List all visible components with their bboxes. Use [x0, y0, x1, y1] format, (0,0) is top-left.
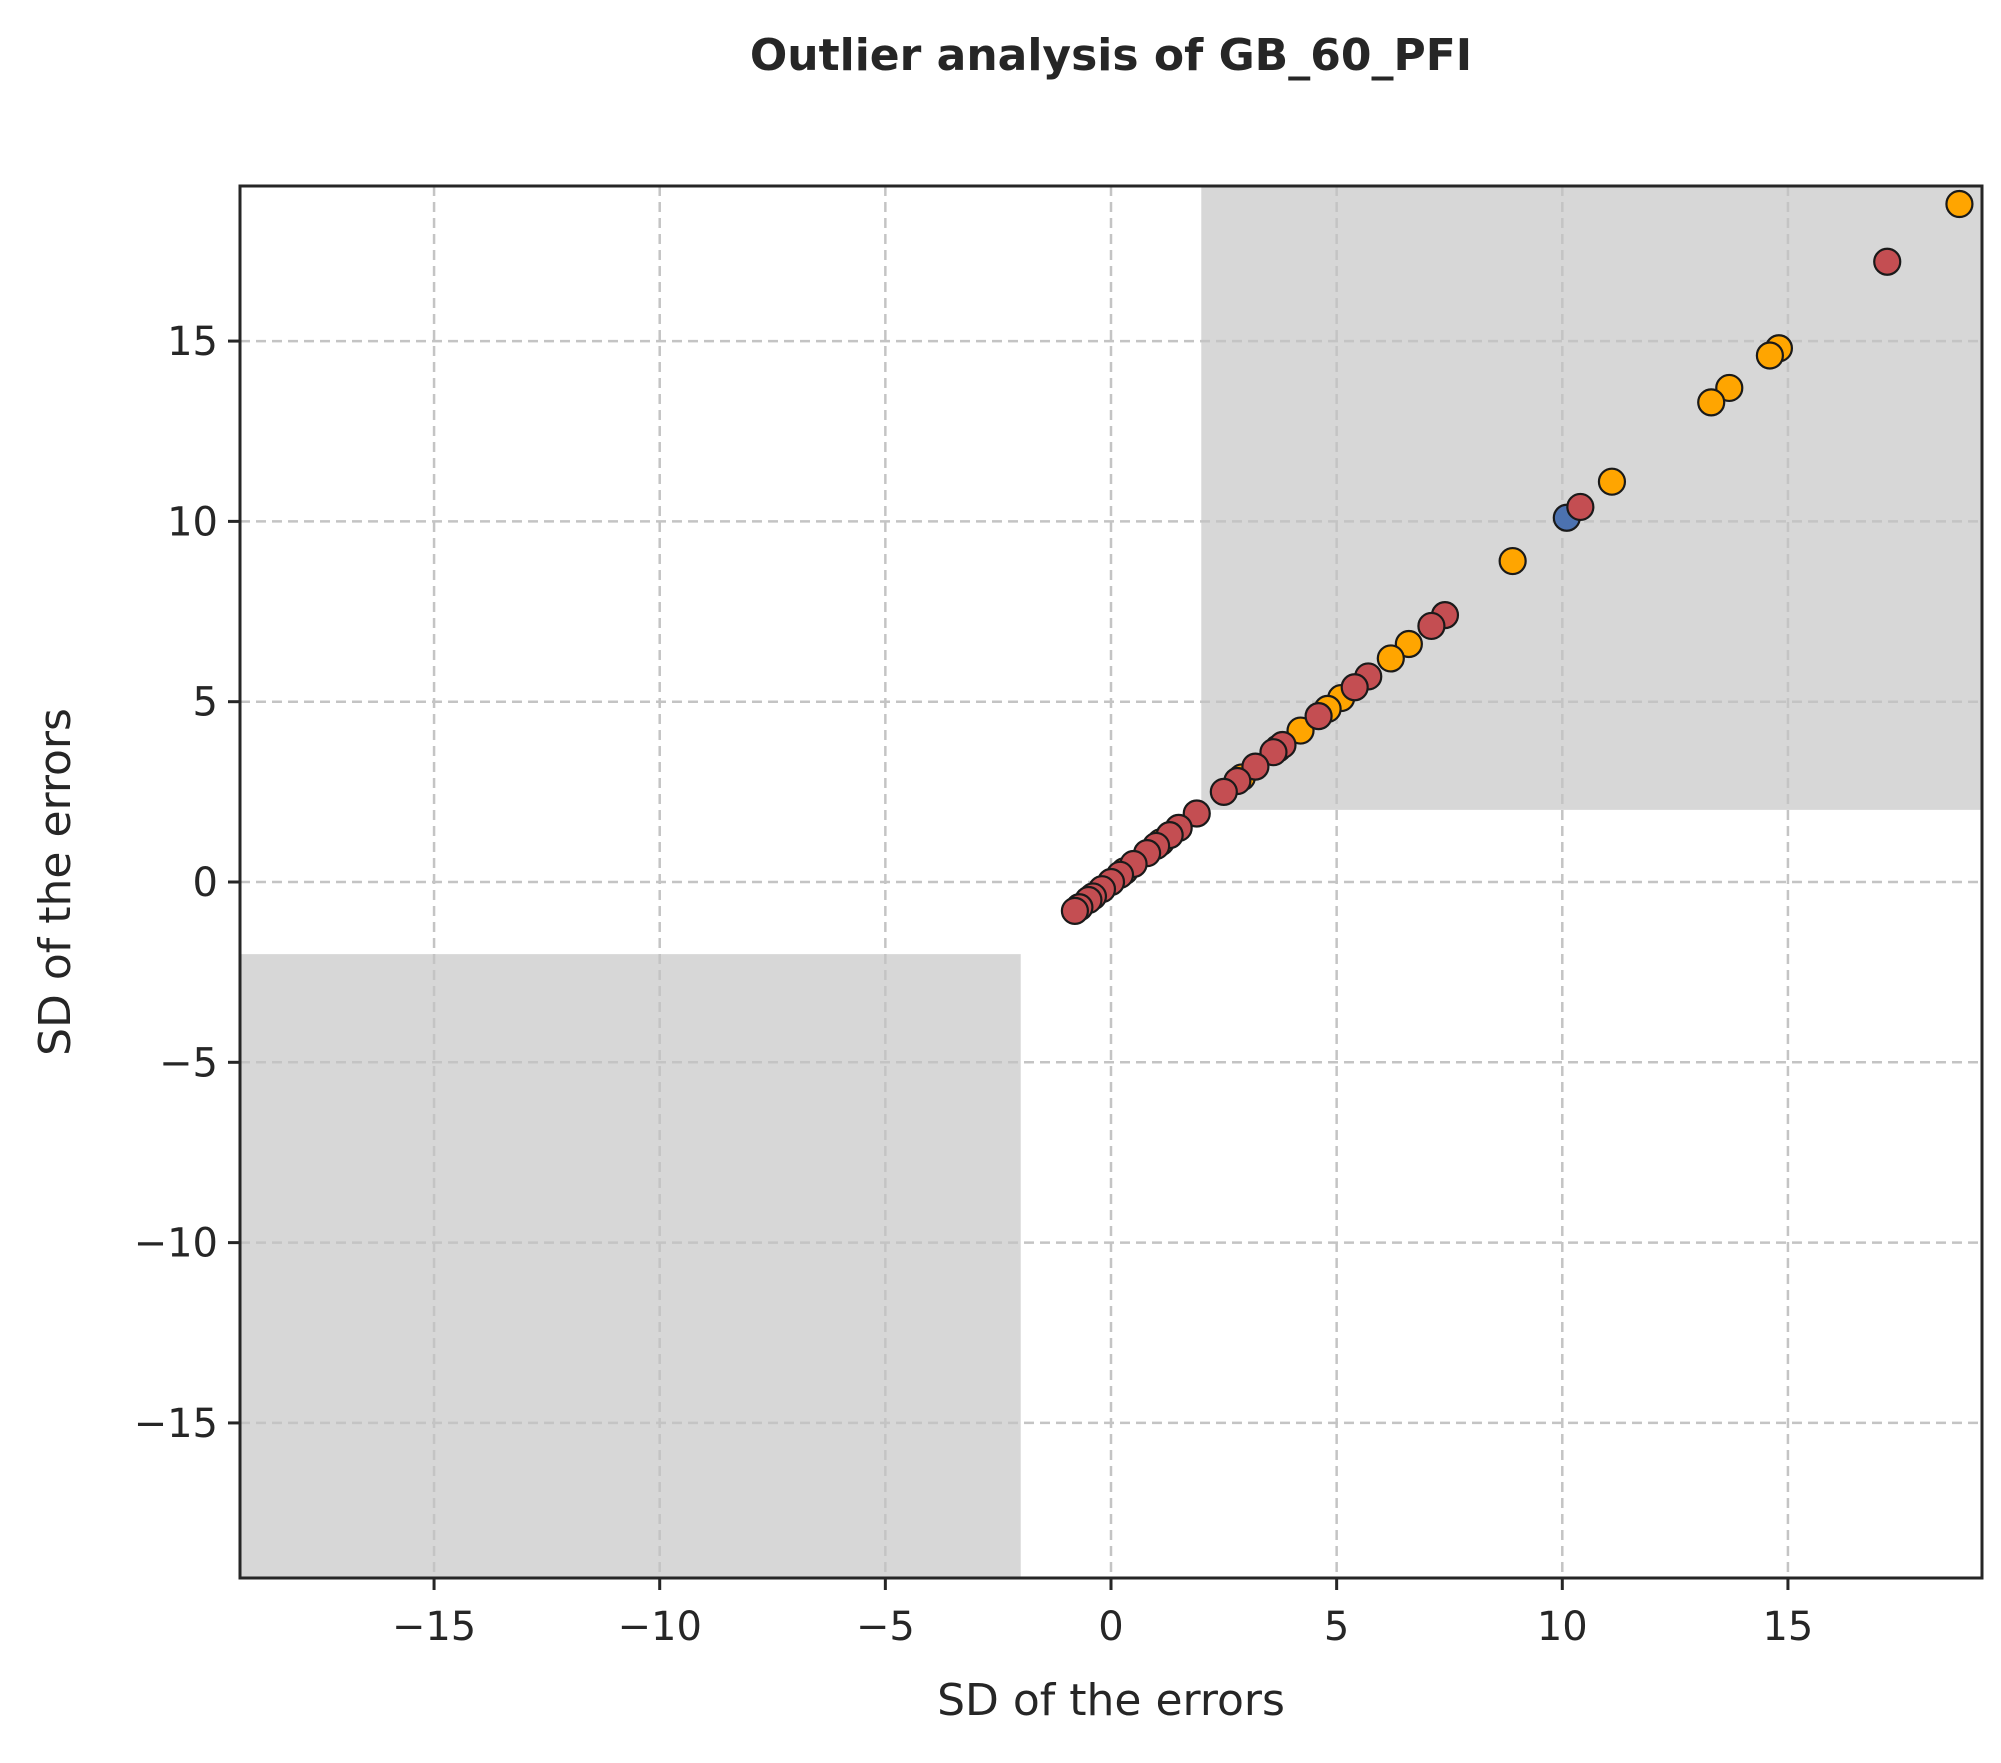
data-points — [1060, 189, 1974, 925]
data-point — [1566, 492, 1595, 522]
y-tick-label: 0 — [193, 860, 218, 906]
data-point — [1873, 247, 1902, 276]
data-point — [1304, 702, 1333, 731]
y-tick-label: −5 — [159, 1040, 218, 1086]
y-axis-label: SD of the errors — [30, 708, 81, 1056]
data-point — [1697, 388, 1726, 417]
data-point — [1376, 644, 1405, 673]
y-tick-label: 10 — [167, 499, 218, 545]
x-tick-label: −10 — [617, 1604, 701, 1650]
y-tick-label: 5 — [193, 680, 218, 726]
y-tick-label: −15 — [134, 1401, 218, 1447]
x-tick-label: 10 — [1537, 1604, 1588, 1650]
x-tick-label: 0 — [1098, 1604, 1123, 1650]
data-point — [1945, 189, 1974, 219]
chart-title: Outlier analysis of GB_60_PFI — [750, 30, 1472, 81]
data-point — [1755, 341, 1784, 370]
axis-ticks: −15 −10 −5 0 5 10 15 −15 −10 −5 0 5 10 15 — [134, 319, 1814, 1650]
shaded-regions — [240, 186, 1982, 1578]
x-tick-label: −5 — [856, 1604, 915, 1650]
y-tick-label: −10 — [134, 1221, 218, 1267]
data-point — [1340, 673, 1369, 702]
data-point — [1060, 896, 1089, 925]
shaded-region-1 — [240, 954, 1021, 1578]
x-tick-label: −15 — [392, 1604, 476, 1650]
x-tick-label: 15 — [1762, 1604, 1813, 1650]
data-point — [1498, 546, 1527, 576]
x-tick-label: 5 — [1324, 1604, 1349, 1650]
y-tick-label: 15 — [167, 319, 218, 365]
data-point — [1417, 611, 1446, 641]
data-point — [1209, 777, 1238, 806]
data-point — [1597, 467, 1627, 496]
x-axis-label: SD of the errors — [937, 1675, 1285, 1726]
